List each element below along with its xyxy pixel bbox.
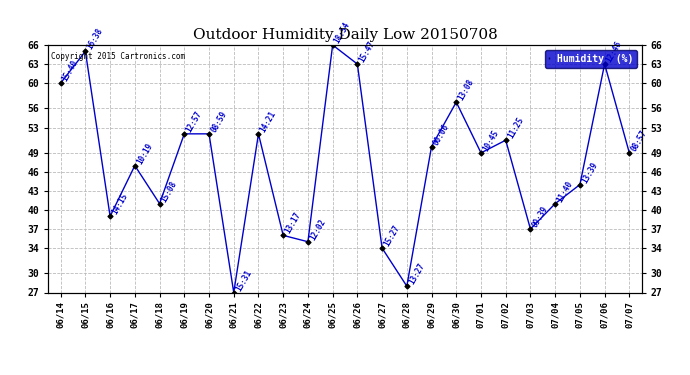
Text: 12:46: 12:46 <box>604 39 624 64</box>
Point <box>451 99 462 105</box>
Text: 13:27: 13:27 <box>407 262 426 286</box>
Point <box>500 137 511 143</box>
Text: 14:15: 14:15 <box>110 192 130 216</box>
Point <box>302 239 313 245</box>
Point <box>204 131 215 137</box>
Point <box>327 42 338 48</box>
Text: 15:27: 15:27 <box>382 224 402 248</box>
Point <box>179 131 190 137</box>
Point <box>377 245 388 251</box>
Text: 15:47: 15:47 <box>357 39 377 64</box>
Text: 08:57: 08:57 <box>629 128 649 153</box>
Text: 16:38: 16:38 <box>86 27 105 51</box>
Text: 14:21: 14:21 <box>259 110 278 134</box>
Point <box>129 163 140 169</box>
Point <box>426 144 437 150</box>
Text: 13:08: 13:08 <box>456 78 475 102</box>
Text: 11:40: 11:40 <box>555 179 575 204</box>
Text: Copyright 2015 Cartronics.com: Copyright 2015 Cartronics.com <box>51 53 186 62</box>
Title: Outdoor Humidity Daily Low 20150708: Outdoor Humidity Daily Low 20150708 <box>193 28 497 42</box>
Text: 00:06: 00:06 <box>431 122 451 147</box>
Point <box>599 61 610 67</box>
Point <box>55 80 66 86</box>
Point <box>253 131 264 137</box>
Point <box>105 213 116 219</box>
Text: 15:31: 15:31 <box>234 268 253 292</box>
Point <box>228 290 239 296</box>
Point <box>402 283 413 289</box>
Point <box>475 150 486 156</box>
Text: 08:59: 08:59 <box>209 110 228 134</box>
Point <box>80 48 91 54</box>
Point <box>574 182 585 188</box>
Point <box>352 61 363 67</box>
Text: 09:39: 09:39 <box>531 204 550 229</box>
Text: 10:19: 10:19 <box>135 141 154 166</box>
Point <box>525 226 536 232</box>
Point <box>154 201 165 207</box>
Text: 12:02: 12:02 <box>308 217 327 242</box>
Text: 15:08: 15:08 <box>159 179 179 204</box>
Point <box>550 201 561 207</box>
Text: 13:17: 13:17 <box>283 211 302 236</box>
Text: 15:40: 15:40 <box>61 58 80 83</box>
Point <box>277 232 288 238</box>
Text: 18:54: 18:54 <box>333 21 352 45</box>
Point <box>624 150 635 156</box>
Text: 10:45: 10:45 <box>481 128 500 153</box>
Text: 11:25: 11:25 <box>506 116 525 140</box>
Legend: Humidity  (%): Humidity (%) <box>545 50 637 68</box>
Text: 12:57: 12:57 <box>184 110 204 134</box>
Text: 13:39: 13:39 <box>580 160 599 184</box>
